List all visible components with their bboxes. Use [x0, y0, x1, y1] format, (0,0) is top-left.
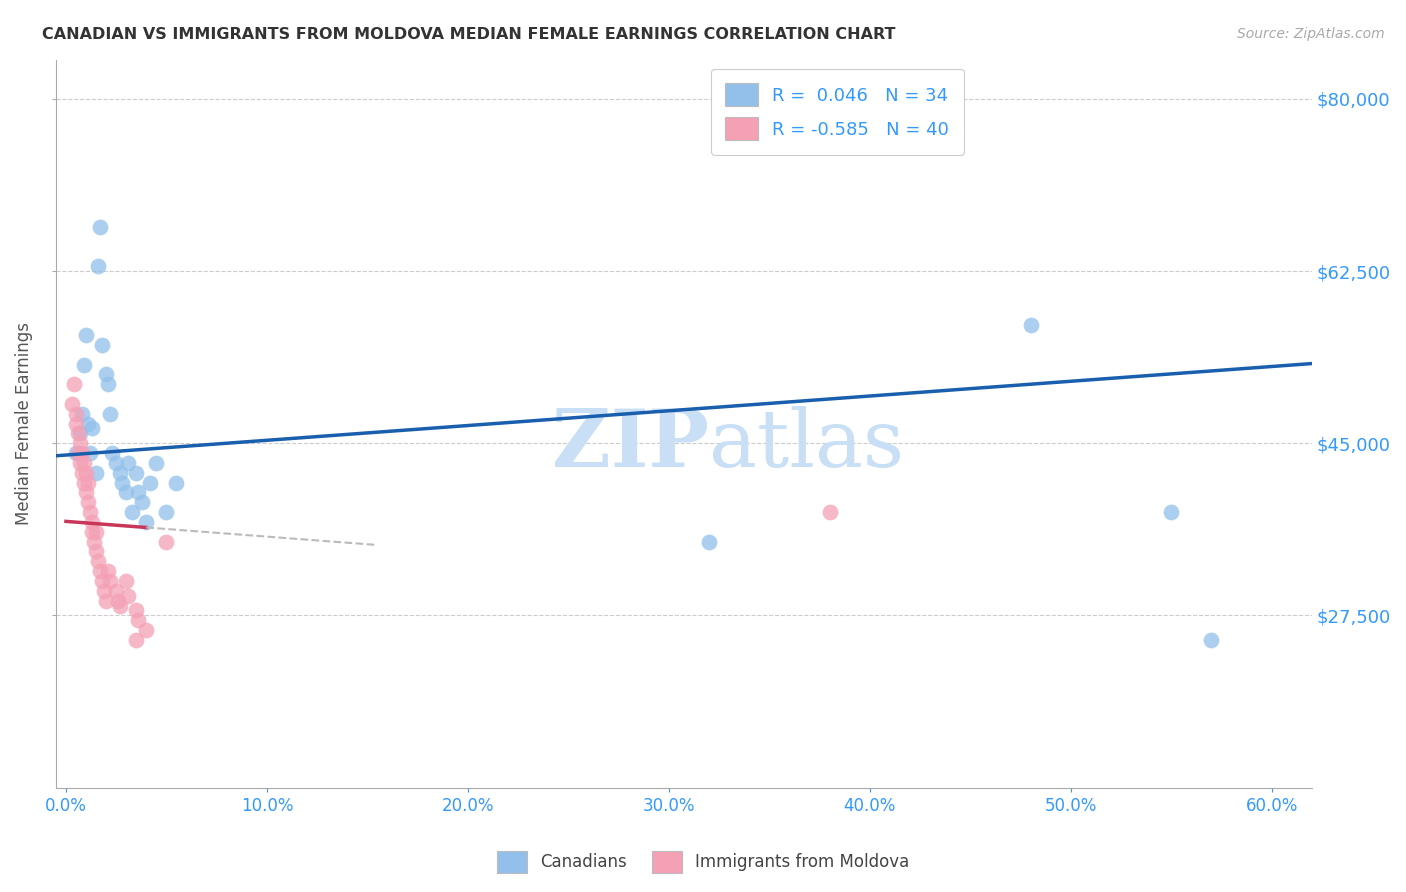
Text: atlas: atlas: [709, 407, 904, 484]
Point: [80, 421, 103, 435]
Point: [110, 466, 132, 480]
Point: [79, 505, 101, 519]
Point: [125, 466, 148, 480]
Point: [79, 446, 101, 460]
Point: [66, 446, 89, 460]
Point: [65, 407, 87, 421]
Point: [77, 495, 100, 509]
Point: [77, 417, 100, 431]
Point: [60, 397, 83, 411]
Point: [75, 466, 97, 480]
Point: [98, 574, 121, 588]
Point: [97, 377, 120, 392]
Point: [75, 485, 97, 500]
Point: [127, 485, 149, 500]
Point: [75, 328, 97, 343]
Point: [818, 505, 841, 519]
Point: [1160, 505, 1182, 519]
Point: [1019, 318, 1042, 333]
Point: [97, 564, 120, 578]
Point: [80, 524, 103, 539]
Point: [91, 338, 114, 352]
Point: [125, 603, 148, 617]
Point: [131, 495, 153, 509]
Point: [89, 219, 111, 234]
Point: [121, 505, 143, 519]
Point: [69, 426, 91, 441]
Legend: Canadians, Immigrants from Moldova: Canadians, Immigrants from Moldova: [491, 845, 915, 880]
Point: [80, 515, 103, 529]
Point: [110, 599, 132, 613]
Point: [127, 613, 149, 627]
Point: [70, 466, 93, 480]
Point: [70, 407, 93, 421]
Point: [73, 358, 96, 372]
Point: [77, 475, 100, 490]
Point: [697, 534, 720, 549]
Point: [107, 593, 129, 607]
Point: [1201, 632, 1223, 647]
Point: [73, 475, 96, 490]
Point: [117, 589, 139, 603]
Point: [65, 417, 87, 431]
Point: [145, 456, 167, 470]
Point: [155, 505, 177, 519]
Point: [70, 446, 93, 460]
Point: [69, 456, 91, 470]
Point: [155, 534, 177, 549]
Point: [135, 623, 157, 637]
Point: [66, 426, 89, 441]
Point: [105, 583, 128, 598]
Point: [84, 466, 107, 480]
Point: [93, 583, 115, 598]
Point: [115, 485, 138, 500]
Point: [98, 407, 121, 421]
Point: [139, 475, 162, 490]
Point: [69, 436, 91, 450]
Point: [117, 456, 139, 470]
Point: [65, 446, 87, 460]
Point: [135, 515, 157, 529]
Point: [91, 574, 114, 588]
Point: [87, 554, 110, 568]
Point: [87, 259, 110, 273]
Point: [111, 475, 134, 490]
Point: [105, 456, 128, 470]
Point: [73, 456, 96, 470]
Text: ZIP: ZIP: [553, 407, 709, 484]
Point: [166, 475, 188, 490]
Text: CANADIAN VS IMMIGRANTS FROM MOLDOVA MEDIAN FEMALE EARNINGS CORRELATION CHART: CANADIAN VS IMMIGRANTS FROM MOLDOVA MEDI…: [42, 27, 896, 42]
Point: [63, 377, 86, 392]
Legend: R =  0.046   N = 34, R = -0.585   N = 40: R = 0.046 N = 34, R = -0.585 N = 40: [711, 69, 963, 154]
Point: [89, 564, 111, 578]
Point: [96, 593, 118, 607]
Point: [96, 368, 118, 382]
Text: Source: ZipAtlas.com: Source: ZipAtlas.com: [1237, 27, 1385, 41]
Point: [115, 574, 138, 588]
Point: [101, 446, 124, 460]
Point: [84, 524, 107, 539]
Point: [125, 632, 148, 647]
Y-axis label: Median Female Earnings: Median Female Earnings: [15, 322, 32, 525]
Point: [83, 534, 105, 549]
Point: [84, 544, 107, 558]
